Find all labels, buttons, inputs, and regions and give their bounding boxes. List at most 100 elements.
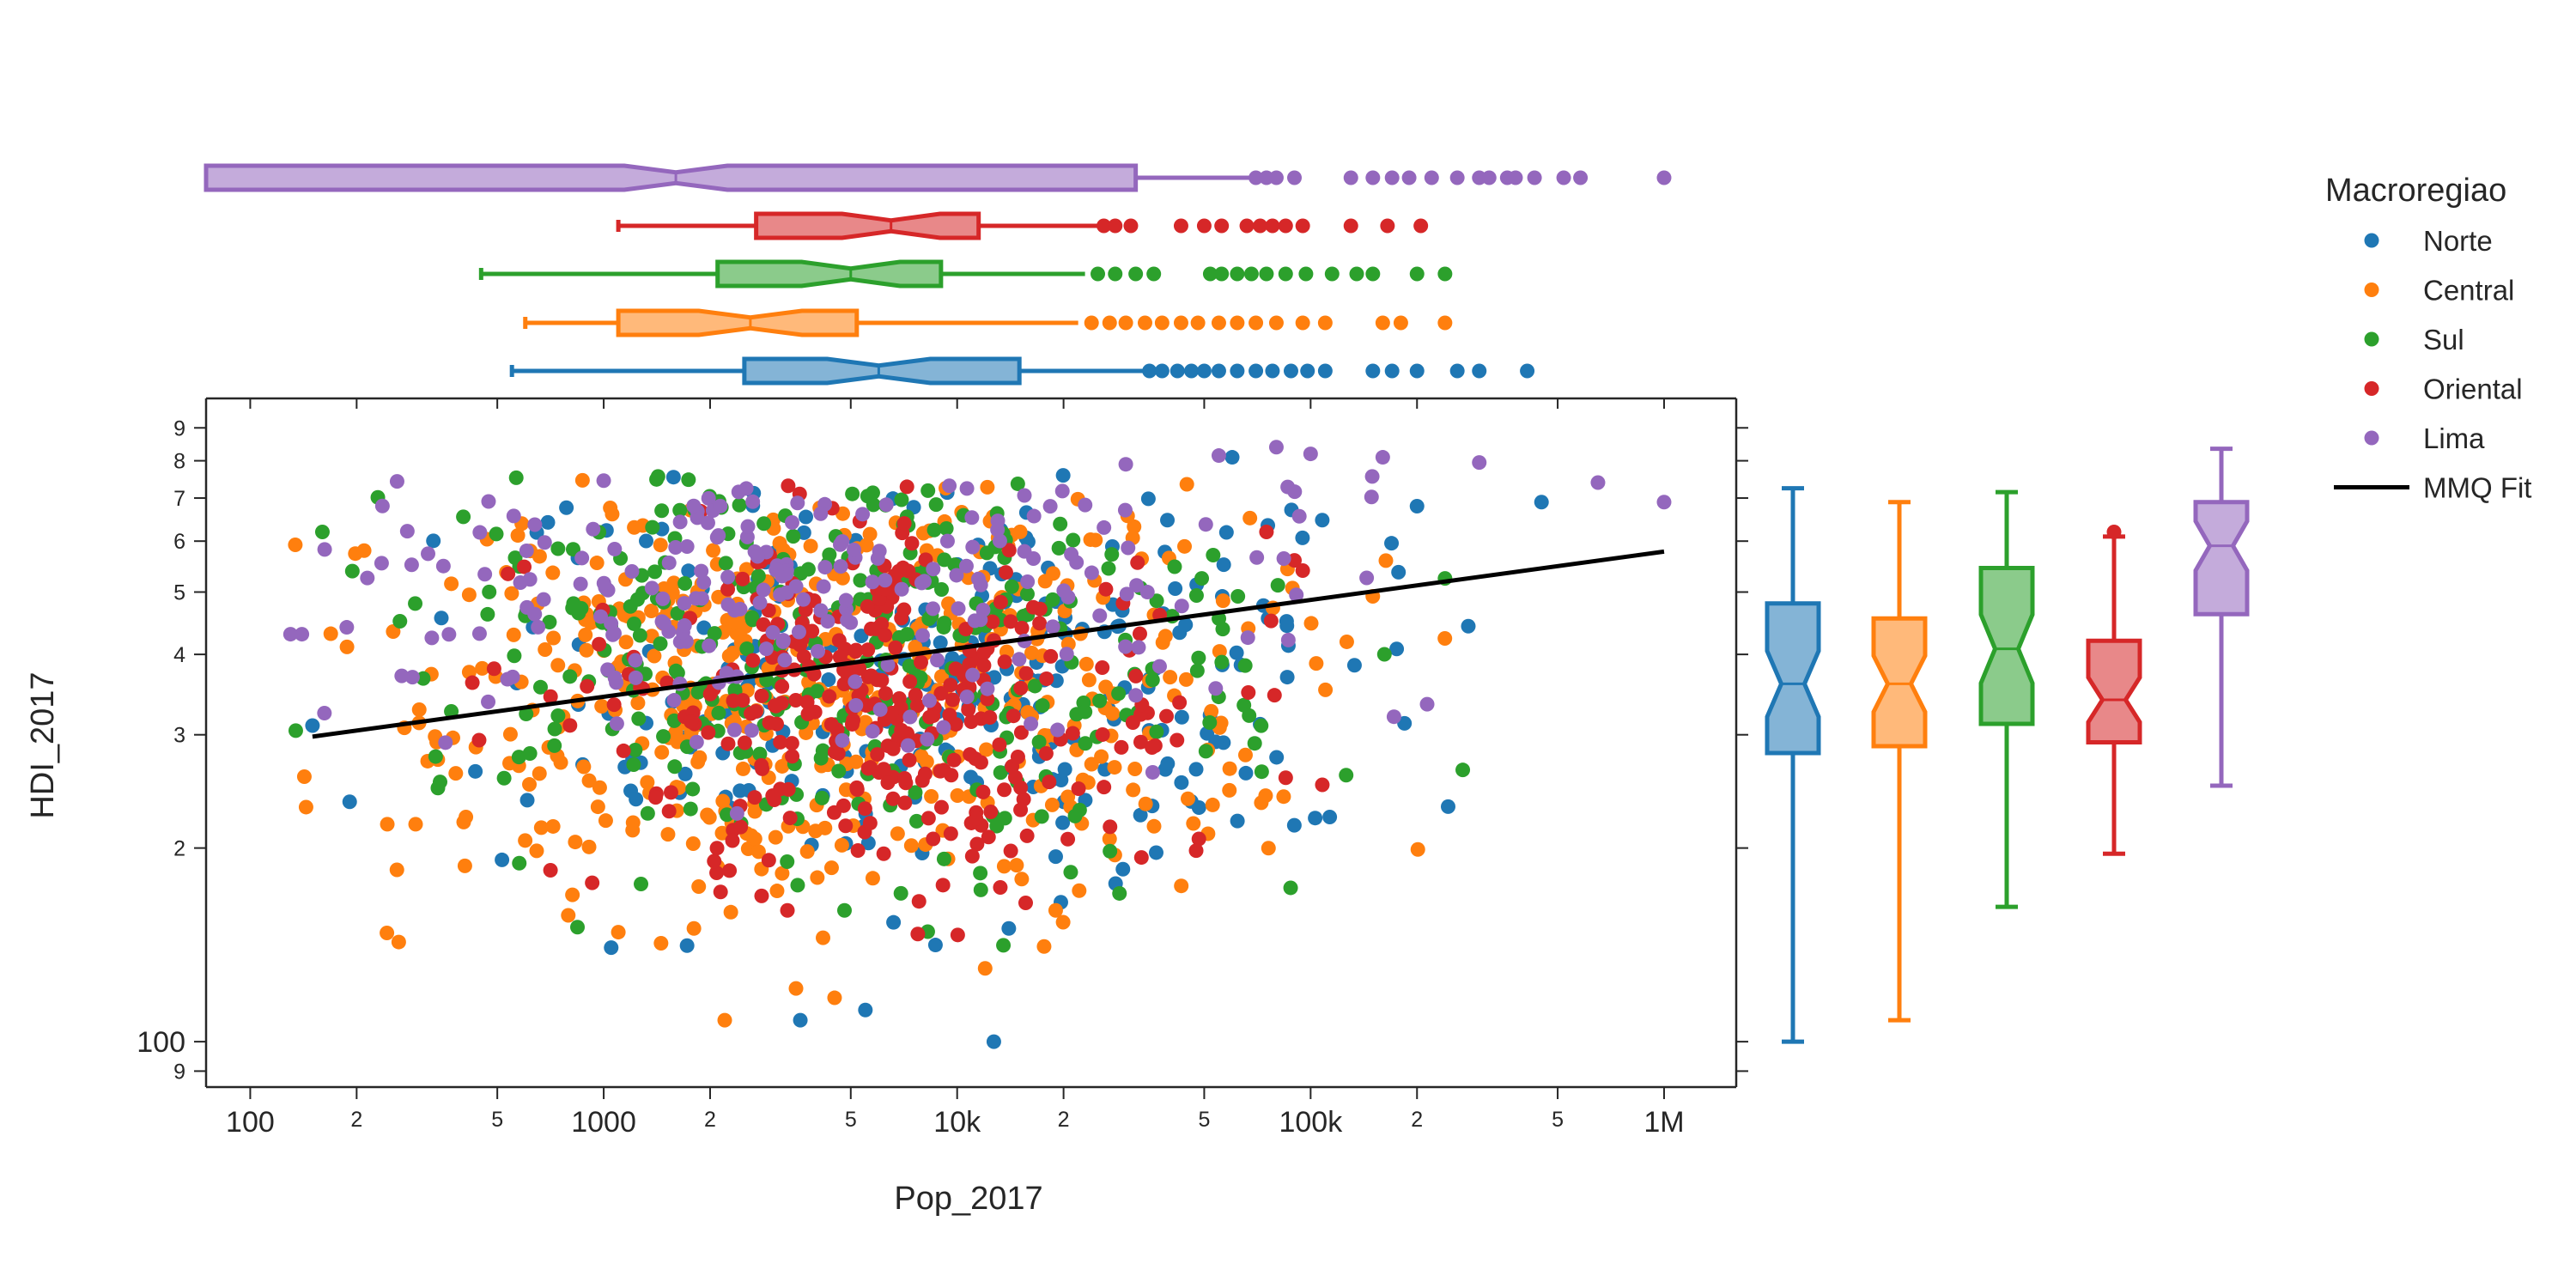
scatter-point — [517, 559, 532, 574]
scatter-point — [1042, 499, 1058, 514]
scatter-point — [896, 516, 912, 532]
scatter-point — [949, 568, 964, 583]
scatter-point — [788, 579, 804, 594]
scatter-point — [1078, 497, 1093, 513]
scatter-point — [1346, 658, 1362, 673]
scatter-point — [581, 773, 597, 788]
scatter-point — [908, 687, 923, 702]
outlier-point — [1278, 266, 1293, 282]
scatter-point — [769, 716, 784, 732]
scatter-point — [933, 686, 949, 702]
scatter-point — [389, 474, 404, 489]
scatter-point — [1198, 744, 1213, 759]
scatter-point — [1119, 586, 1134, 602]
scatter-point — [647, 648, 662, 664]
scatter-point — [827, 990, 842, 1005]
scatter-point — [605, 507, 620, 522]
scatter-point — [926, 562, 941, 577]
scatter-point — [785, 749, 800, 764]
scatter-point — [374, 498, 390, 513]
scatter-point — [752, 595, 768, 611]
scatter-point — [339, 620, 355, 635]
scatter-point — [339, 639, 355, 654]
scatter-point — [653, 538, 668, 553]
scatter-point — [848, 674, 863, 690]
scatter-point — [685, 836, 701, 852]
scatter-point — [679, 539, 695, 555]
scatter-point — [1035, 698, 1050, 714]
scatter-point — [1066, 532, 1081, 548]
legend-label: Norte — [2423, 225, 2493, 257]
scatter-point — [747, 790, 762, 805]
scatter-point — [1149, 593, 1164, 609]
scatter-point — [1174, 709, 1189, 725]
scatter-point — [964, 510, 980, 526]
scatter-point — [1242, 510, 1258, 526]
scatter-point — [1055, 468, 1071, 483]
scatter-point — [594, 699, 610, 714]
scatter-point — [506, 627, 521, 642]
scatter-point — [1069, 555, 1084, 570]
scatter-point — [1157, 629, 1173, 644]
scatter-point — [969, 811, 984, 826]
scatter-point — [718, 556, 733, 571]
scatter-point — [1114, 739, 1129, 755]
box — [1978, 565, 2035, 726]
series-lima — [283, 440, 1672, 821]
scatter-point — [720, 581, 736, 597]
scatter-point — [399, 524, 415, 539]
scatter-point — [1386, 709, 1401, 725]
scatter-point — [618, 635, 634, 650]
scatter-point — [481, 694, 496, 709]
scatter-point — [1283, 880, 1298, 896]
scatter-point — [547, 721, 562, 737]
scatter-point — [942, 478, 957, 494]
scatter-point — [908, 813, 924, 829]
scatter-point — [1001, 920, 1017, 936]
x-tick-label: 100 — [226, 1106, 275, 1139]
scatter-point — [344, 563, 360, 579]
scatter-point — [1172, 695, 1188, 710]
y-tick-label: 2 — [173, 837, 185, 861]
scatter-point — [1303, 616, 1319, 631]
scatter-point — [510, 528, 526, 544]
outlier-point — [1239, 218, 1255, 234]
scatter-point — [561, 908, 576, 923]
scatter-point — [811, 643, 826, 659]
scatter-point — [1238, 765, 1254, 781]
scatter-point — [1384, 536, 1400, 551]
scatter-point — [616, 743, 631, 758]
scatter-point — [865, 871, 880, 886]
scatter-point — [1186, 816, 1201, 831]
scatter-point — [862, 816, 878, 831]
outlier-point — [1343, 170, 1358, 185]
right-marginal-boxplots — [1765, 447, 2250, 1044]
scatter-point — [775, 633, 791, 648]
scatter-point — [973, 866, 988, 881]
scatter-point — [896, 771, 912, 787]
scatter-point — [735, 761, 750, 776]
scatter-point — [826, 805, 841, 820]
scatter-point — [655, 591, 671, 606]
scatter-point — [914, 654, 928, 670]
scatter-point — [505, 669, 520, 684]
scatter-point — [672, 502, 688, 518]
scatter-point — [890, 826, 905, 841]
scatter-point — [626, 756, 641, 772]
scatter-point — [817, 820, 833, 835]
outlier-point — [1298, 266, 1314, 282]
scatter-point — [977, 961, 993, 976]
scatter-point — [1270, 578, 1285, 593]
scatter-point — [993, 594, 1008, 610]
scatter-point — [878, 573, 893, 588]
scatter-point — [1149, 845, 1164, 860]
scatter-point — [1216, 557, 1231, 573]
scatter-point — [654, 744, 670, 760]
scatter-point — [1315, 777, 1330, 793]
outlier-point — [1520, 363, 1535, 379]
scatter-point — [723, 904, 738, 920]
scatter-point — [835, 732, 850, 748]
x-axis-title: Pop_2017 — [894, 1181, 1042, 1217]
scatter-point — [786, 529, 801, 544]
outlier-point — [1295, 315, 1310, 331]
